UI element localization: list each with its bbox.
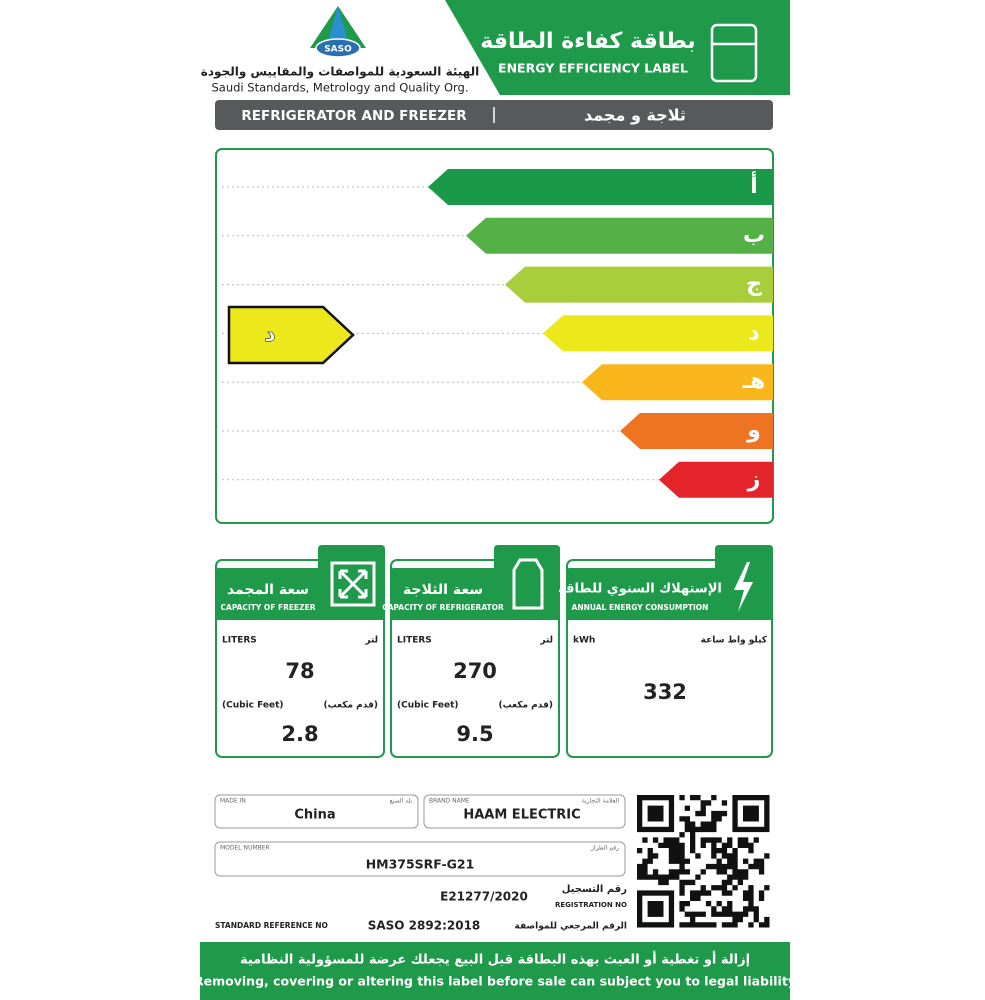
capacity-value-2: 2.8 xyxy=(281,722,318,746)
qr-finder xyxy=(637,795,675,833)
rating-arrow xyxy=(466,217,773,254)
title-ar: بطاقة كفاءة الطاقة xyxy=(480,29,695,54)
capacity-value: 78 xyxy=(285,659,314,683)
made-in-value: China xyxy=(294,808,335,823)
model-box xyxy=(214,841,626,877)
freezer-icon xyxy=(330,561,376,607)
energy-title-en: ANNUAL ENERGY CONSUMPTION xyxy=(572,603,709,612)
product-en: REFRIGERATOR AND FREEZER xyxy=(241,108,467,124)
logo-ellipse xyxy=(315,38,361,58)
model-value: HM375SRF-G21 xyxy=(366,857,475,872)
rating-arrow xyxy=(659,461,773,498)
rating-indicator-letter: د xyxy=(264,322,275,347)
box-title-en: CAPACITY OF REFRIGERATOR xyxy=(382,603,504,612)
org-name-en: Saudi Standards, Metrology and Quality O… xyxy=(212,81,469,95)
energy-unit-en: kWh xyxy=(573,636,595,646)
box-title-ar: سعة المجمد xyxy=(227,582,309,598)
qr-finder-center xyxy=(647,901,664,917)
field-label-ar: العلامة التجارية xyxy=(582,798,619,805)
unit2-en: (Cubic Feet) xyxy=(222,701,284,711)
field-label-en: MODEL NUMBER xyxy=(220,845,270,852)
qr-finder-center xyxy=(647,805,664,822)
unit-ar: لتر xyxy=(364,636,378,646)
rating-letter: أ xyxy=(750,170,758,199)
brand-value: HAAM ELECTRIC xyxy=(463,808,580,823)
rating-arrow xyxy=(582,364,773,401)
made-in-box xyxy=(214,794,419,829)
standard-value: SASO 2892:2018 xyxy=(368,919,481,933)
rating-letter: ج xyxy=(746,272,762,297)
org-name-ar: الهيئة السعودية للمواصفات والمقاييس والج… xyxy=(201,65,479,80)
box-title-en: CAPACITY OF FREEZER xyxy=(221,603,316,612)
energy-unit-ar: كيلو واط ساعة xyxy=(701,636,768,646)
qr-finder-center xyxy=(743,805,759,822)
field-label-ar: رقم الطراز xyxy=(590,845,619,852)
rating-letter: و xyxy=(746,418,761,443)
field-label-ar: بلد الصنع xyxy=(390,798,413,805)
registration-label-ar: رقم التسجيل xyxy=(562,884,628,895)
rating-arrow xyxy=(543,315,773,352)
footer-panel xyxy=(200,942,790,1000)
rating-arrow xyxy=(620,413,773,449)
box-title-ar: سعة الثلاجة xyxy=(403,582,483,598)
energy-value: 332 xyxy=(643,680,687,704)
product-ar: ثلاجة و مجمد xyxy=(584,106,686,125)
brand-box xyxy=(423,794,626,829)
unit-ar: لتر xyxy=(539,636,553,646)
unit-en: LITERS xyxy=(222,636,257,646)
logo-shape xyxy=(326,6,350,48)
footer-ar: إزالة أو تغطية أو العبث بهذه البطاقة قبل… xyxy=(240,951,750,968)
qr-code xyxy=(637,795,770,928)
title-en: ENERGY EFFICIENCY LABEL xyxy=(498,61,688,76)
lightning-icon xyxy=(734,562,753,612)
unit2-ar: (قدم مكعب) xyxy=(324,701,379,711)
registration-value: E21277/2020 xyxy=(440,890,528,904)
fridge-icon xyxy=(710,23,758,83)
rating-arrow xyxy=(505,266,773,303)
registration-label-en: REGISTRATION NO xyxy=(555,901,627,909)
carton-icon xyxy=(512,558,544,610)
logo-text: SASO xyxy=(324,45,352,55)
rating-letter: ز xyxy=(747,467,761,492)
capacity-value-2: 9.5 xyxy=(456,722,493,746)
rating-letter: هـ xyxy=(742,369,766,394)
unit2-ar: (قدم مكعب) xyxy=(499,701,554,711)
unit-en: LITERS xyxy=(397,636,432,646)
standard-label-ar: الرقم المرجعي للمواصفة xyxy=(515,922,628,932)
rating-indicator xyxy=(227,305,355,365)
box-header xyxy=(566,545,773,620)
qr-finder xyxy=(732,795,770,833)
rating-arrow xyxy=(428,169,773,205)
field-label-en: MADE IN xyxy=(220,798,246,805)
capacity-value: 270 xyxy=(453,659,497,683)
rating-letter: د xyxy=(748,320,759,345)
qr-finder xyxy=(637,890,675,928)
rating-letter: ب xyxy=(743,223,765,248)
freezer-icon-arrows xyxy=(338,569,368,599)
field-label-en: BRAND NAME xyxy=(429,798,470,805)
energy-title-ar: الإستهلاك السنوي للطاقة xyxy=(558,582,722,597)
footer-en: Removing, covering or altering this labe… xyxy=(194,974,796,989)
header-panel xyxy=(445,0,790,95)
unit2-en: (Cubic Feet) xyxy=(397,701,459,711)
info-boxes xyxy=(215,545,773,758)
standard-label-en: STANDARD REFERENCE NO xyxy=(215,921,328,930)
qr-modules xyxy=(637,795,770,928)
